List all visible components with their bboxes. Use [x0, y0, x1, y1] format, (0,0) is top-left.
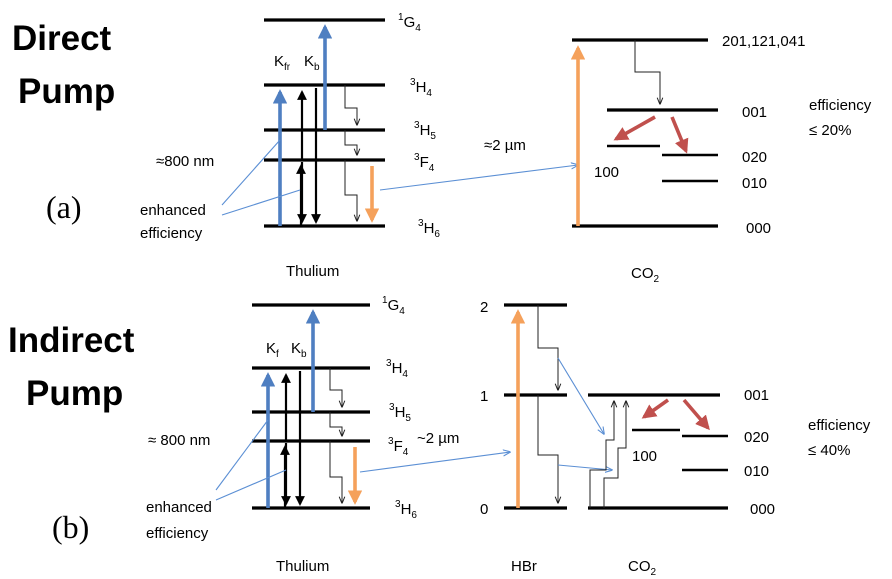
transfer-a-label: ≈2 µm — [484, 137, 526, 154]
tm-a-enhanced-line2: efficiency — [140, 225, 203, 242]
co2-a-efficiency-line1: efficiency — [809, 97, 872, 114]
tm-b-pump-wavelength: ≈ 800 nm — [148, 432, 210, 449]
tm-b-species-label: Thulium — [276, 558, 329, 575]
co2-b-pump-path-2 — [603, 401, 626, 508]
tm-a-cascade-1 — [344, 85, 357, 125]
hbr-label-1: 1 — [480, 388, 488, 405]
tm-a-enhanced-pointer-1 — [221, 139, 281, 206]
co2-a-relax-arrow-right — [670, 116, 689, 154]
tm-a-cascade-3 — [344, 160, 357, 221]
hbr-species-label: HBr — [511, 558, 537, 575]
co2-b-relax-arrow-right — [682, 398, 710, 431]
tm-b-state-1g4: 1G4 — [382, 295, 405, 317]
transfer-b-hbr-co2-1 — [557, 357, 604, 434]
co2-a-relax-thin — [634, 40, 660, 104]
hbr-label-0: 0 — [480, 501, 488, 518]
tm-a-state-3h6: 3H6 — [418, 218, 440, 240]
co2-a-label-100: 100 — [594, 164, 619, 181]
tm-b-cascade-3 — [329, 441, 342, 503]
hbr-cascade-2 — [537, 395, 558, 503]
tm-a-species-label: Thulium — [286, 263, 339, 280]
tm-b-state-3f4: 3F4 — [388, 436, 409, 458]
tm-b-state-3h6: 3H6 — [395, 499, 417, 521]
panel-b-heading-line1: Indirect — [8, 321, 135, 360]
panel-b-heading-line2: Pump — [26, 374, 123, 413]
co2-b-label-001: 001 — [744, 387, 769, 404]
tm-b-state-3h5: 3H5 — [389, 402, 411, 424]
co2-b-label-010: 010 — [744, 463, 769, 480]
tm-b-rate-kf: Kf — [266, 340, 279, 360]
panel-a-heading-line1: Direct — [12, 19, 112, 58]
co2-a-label-020: 020 — [742, 149, 767, 166]
tm-a-state-3h5: 3H5 — [414, 120, 436, 142]
co2-a-species-label: CO2 — [631, 265, 660, 285]
tm-b-enhanced-line1: enhanced — [146, 499, 212, 516]
tm-b-enhanced-line2: efficiency — [146, 525, 209, 542]
transfer-b-line — [359, 452, 510, 473]
panel-b-indirect-pump: Indirect Pump (b) 1G4 3H4 3H5 3F4 3H6 Kf… — [8, 295, 871, 578]
tm-b-enhanced-pointer-2 — [215, 469, 287, 501]
co2-a-relax-arrow-left — [613, 115, 656, 141]
tm-a-enhanced-line1: enhanced — [140, 202, 206, 219]
co2-b-relax-arrow-left — [641, 398, 670, 419]
co2-b-species-label: CO2 — [628, 558, 657, 578]
co2-b-label-000: 000 — [750, 501, 775, 518]
transfer-a-line — [379, 165, 578, 191]
tm-b-rate-kb: Kb — [291, 340, 307, 360]
tm-a-state-3h4: 3H4 — [410, 77, 432, 99]
transfer-b-label: ~2 µm — [417, 430, 459, 447]
co2-b-pump-path-1 — [589, 401, 614, 508]
panel-a-direct-pump: Direct Pump (a) 1G4 3H4 3H5 3F4 3H6 Kfr … — [12, 12, 872, 285]
co2-a-label-001: 001 — [742, 104, 767, 121]
tm-b-cascade-1 — [329, 368, 342, 407]
co2-a-label-010: 010 — [742, 175, 767, 192]
panel-b-tag: (b) — [52, 509, 89, 545]
tm-a-rate-kb: Kb — [304, 53, 320, 73]
co2-a-efficiency-line2: ≤ 20% — [809, 122, 851, 139]
tm-a-enhanced-pointer-2 — [221, 189, 301, 216]
panel-a-heading-line2: Pump — [18, 72, 115, 111]
co2-a-label-201: 201,121,041 — [722, 33, 805, 50]
hbr-cascade-1 — [537, 305, 558, 390]
tm-a-state-3f4: 3F4 — [414, 152, 435, 174]
tm-a-cascade-2 — [344, 130, 357, 155]
co2-a-label-000: 000 — [746, 220, 771, 237]
co2-b-efficiency-line1: efficiency — [808, 417, 871, 434]
tm-a-state-1g4: 1G4 — [398, 12, 421, 34]
transfer-b-hbr-co2-2 — [557, 464, 612, 470]
co2-b-label-100: 100 — [632, 448, 657, 465]
hbr-label-2: 2 — [480, 299, 488, 316]
tm-a-pump-wavelength: ≈800 nm — [156, 153, 214, 170]
panel-a-tag: (a) — [46, 189, 82, 225]
tm-b-state-3h4: 3H4 — [386, 358, 408, 380]
tm-b-enhanced-pointer-1 — [215, 419, 269, 491]
co2-b-efficiency-line2: ≤ 40% — [808, 442, 850, 459]
tm-a-rate-kf: Kfr — [274, 53, 291, 73]
tm-b-cascade-2 — [329, 412, 342, 436]
co2-b-label-020: 020 — [744, 429, 769, 446]
